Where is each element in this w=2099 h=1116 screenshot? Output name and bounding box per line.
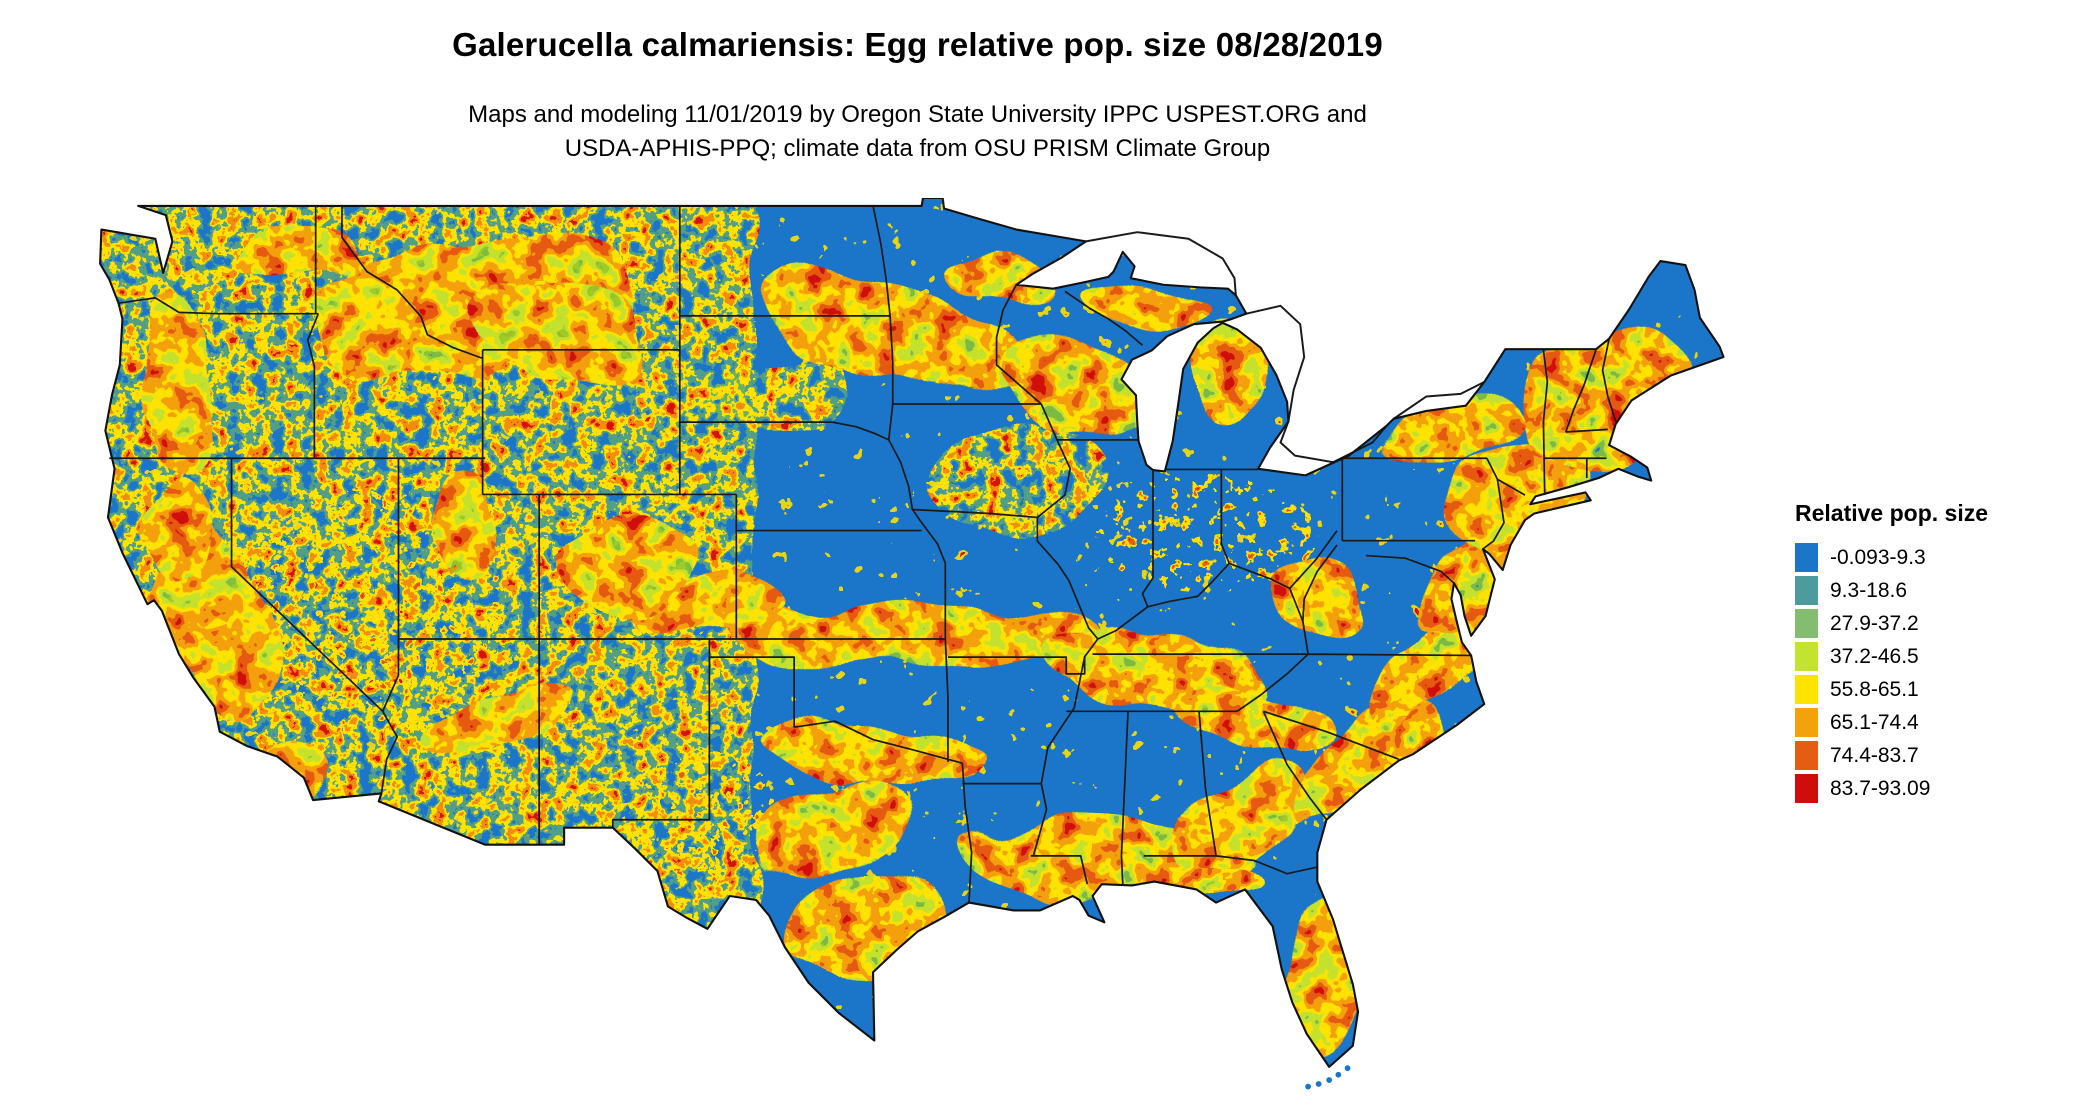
map-subtitle-line1: Maps and modeling 11/01/2019 by Oregon S… [468, 101, 1367, 128]
legend-label: 55.8-65.1 [1830, 677, 1919, 701]
legend-item: -0.093-9.3 [1795, 541, 1988, 574]
header: Galerucella calmariensis: Egg relative p… [0, 26, 1835, 166]
map-title: Galerucella calmariensis: Egg relative p… [452, 26, 1383, 63]
legend-label: 37.2-46.5 [1830, 644, 1919, 668]
florida-keys-dots [1305, 1065, 1351, 1090]
legend-label: 9.3-18.6 [1830, 578, 1908, 602]
state-borders [109, 205, 1617, 903]
legend-item: 55.8-65.1 [1795, 673, 1988, 706]
map-subtitle-line2: USDA-APHIS-PPQ; climate data from OSU PR… [564, 135, 1271, 162]
map-legend: Relative pop. size -0.093-9.3 9.3-18.6 27.… [1795, 500, 1988, 805]
legend-label: 83.7-93.09 [1830, 776, 1931, 800]
legend-label: -0.093-9.3 [1830, 545, 1926, 569]
us-map [99, 196, 1725, 1090]
legend-item: 37.2-46.5 [1795, 640, 1988, 673]
legend-swatch [1795, 543, 1818, 572]
legend-title: Relative pop. size [1795, 500, 1989, 526]
raster-overlay [100, 198, 1724, 1067]
legend-swatch [1795, 609, 1818, 638]
legend-item: 65.1-74.4 [1795, 706, 1988, 739]
legend-swatch [1795, 675, 1818, 704]
legend-item: 74.4-83.7 [1795, 739, 1988, 772]
legend-swatch [1795, 576, 1818, 605]
legend-label: 65.1-74.4 [1830, 710, 1919, 734]
map-container [96, 196, 1746, 1110]
legend-label: 74.4-83.7 [1830, 743, 1919, 767]
legend-label: 27.9-37.2 [1830, 611, 1919, 635]
legend-swatch [1795, 708, 1818, 737]
legend-item: 27.9-37.2 [1795, 607, 1988, 640]
lakes-boundary [1085, 231, 1485, 464]
legend-item: 9.3-18.6 [1795, 574, 1988, 607]
legend-swatch [1795, 741, 1818, 770]
legend-swatch [1795, 774, 1818, 803]
legend-items: -0.093-9.3 9.3-18.6 27.9-37.2 37.2-46.5 55.8… [1795, 541, 1988, 805]
legend-item: 83.7-93.09 [1795, 772, 1988, 805]
legend-swatch [1795, 642, 1818, 671]
